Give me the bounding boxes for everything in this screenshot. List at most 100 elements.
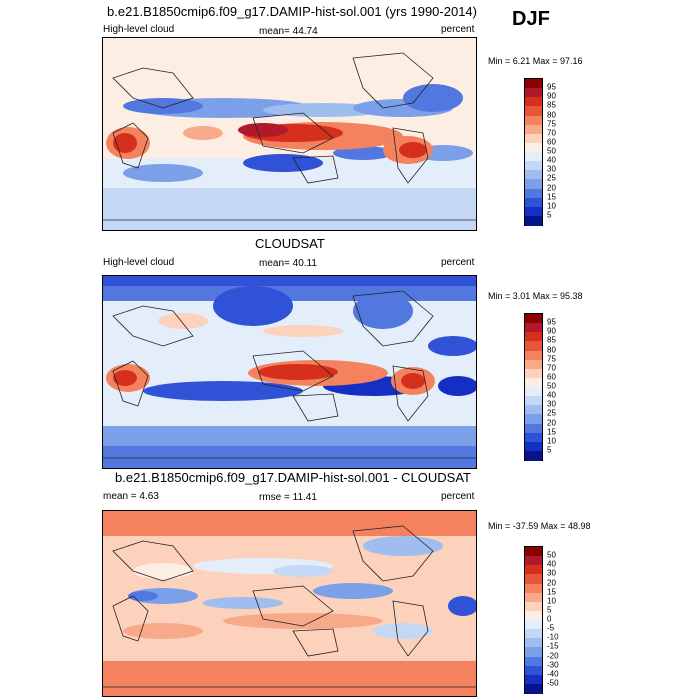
- colorbar-swatch: [525, 405, 542, 416]
- panel3-map: [102, 510, 477, 697]
- panel2-map: [102, 275, 477, 469]
- panel3-units-label: percent: [441, 491, 475, 502]
- colorbar-swatch: [525, 215, 542, 226]
- colorbar-tick-label: 40: [547, 155, 556, 165]
- colorbar-swatch: [525, 368, 542, 379]
- colorbar-swatch: [525, 152, 542, 162]
- colorbar-tick-label: -50: [547, 678, 559, 688]
- colorbar-swatch: [525, 97, 542, 108]
- panel2-minmax: Min = 3.01 Max = 95.38: [488, 291, 583, 301]
- colorbar-swatch: [525, 665, 542, 676]
- panel1-mean-label: mean= 44.74: [259, 26, 318, 37]
- panel1-minmax: Min = 6.21 Max = 97.16: [488, 56, 583, 66]
- colorbar-swatch: [525, 314, 542, 324]
- colorbar-swatch: [525, 142, 542, 153]
- colorbar-swatch: [525, 170, 542, 181]
- colorbar-tick-label: 25: [547, 173, 556, 183]
- colorbar-tick-label: 70: [547, 128, 556, 138]
- panel1-map: [102, 37, 477, 231]
- colorbar-swatch: [525, 414, 542, 425]
- colorbar-tick-label: 90: [547, 91, 556, 101]
- colorbar-tick-label: 90: [547, 326, 556, 336]
- colorbar-tick-label: 25: [547, 408, 556, 418]
- panel1-units-label: percent: [441, 24, 475, 35]
- panel1-title: b.e21.B1850cmip6.f09_g17.DAMIP-hist-sol.…: [107, 4, 477, 19]
- colorbar-swatch: [525, 441, 542, 452]
- colorbar-swatch: [525, 323, 542, 334]
- colorbar-swatch: [525, 638, 542, 649]
- colorbar-swatch: [525, 387, 542, 397]
- colorbar-swatch: [525, 396, 542, 407]
- colorbar-swatch: [525, 620, 542, 630]
- colorbar-tick-label: -15: [547, 641, 559, 651]
- colorbar-swatch: [525, 350, 542, 361]
- colorbar-tick-label: 10: [547, 596, 556, 606]
- colorbar-tick-label: 70: [547, 363, 556, 373]
- colorbar-tick-label: -40: [547, 669, 559, 679]
- colorbar-swatch: [525, 124, 542, 135]
- colorbar-swatch: [525, 683, 542, 694]
- colorbar-tick-label: 20: [547, 578, 556, 587]
- season-label: DJF: [512, 8, 550, 30]
- colorbar-swatch: [525, 106, 542, 117]
- colorbar-swatch: [525, 556, 542, 567]
- colorbar-swatch: [525, 565, 542, 576]
- colorbar-swatch: [525, 115, 542, 126]
- panel1-variable-label: High-level cloud: [103, 24, 175, 35]
- colorbar-tick-label: 15: [547, 587, 556, 597]
- colorbar-tick-label: 85: [547, 100, 556, 110]
- panel2-units-label: percent: [441, 257, 475, 268]
- panel2-map-svg: [103, 276, 476, 468]
- colorbar-tick-label: 30: [547, 399, 556, 409]
- colorbar-tick-label: 80: [547, 110, 556, 119]
- colorbar-swatch: [525, 79, 542, 89]
- colorbar-swatch: [525, 332, 542, 343]
- colorbar-tick-label: 10: [547, 201, 556, 211]
- colorbar-swatch: [525, 547, 542, 557]
- colorbar-swatch: [525, 674, 542, 685]
- panel3-title: b.e21.B1850cmip6.f09_g17.DAMIP-hist-sol.…: [115, 470, 471, 485]
- colorbar-swatch: [525, 133, 542, 144]
- colorbar-tick-label: 85: [547, 335, 556, 345]
- colorbar-tick-label: 95: [547, 317, 556, 327]
- colorbar-tick-label: 5: [547, 210, 552, 220]
- colorbar-swatch: [525, 574, 542, 585]
- colorbar-tick-label: 30: [547, 164, 556, 174]
- colorbar-tick-label: 0: [547, 614, 552, 624]
- colorbar-swatch: [525, 423, 542, 434]
- colorbar-tick-label: 75: [547, 354, 556, 364]
- colorbar-tick-label: 15: [547, 427, 556, 437]
- colorbar-tick-label: 40: [547, 390, 556, 400]
- colorbar-swatch: [525, 647, 542, 658]
- colorbar-tick-label: 5: [547, 445, 552, 455]
- colorbar-tick-label: 50: [547, 381, 556, 391]
- colorbar-tick-label: 5: [547, 605, 552, 615]
- colorbar-swatch: [525, 629, 542, 640]
- panel1-colorbar: [524, 78, 543, 226]
- colorbar-tick-label: 20: [547, 183, 556, 192]
- colorbar-tick-label: 60: [547, 372, 556, 382]
- colorbar-tick-label: -5: [547, 623, 555, 633]
- colorbar-tick-label: 50: [547, 146, 556, 156]
- colorbar-swatch: [525, 188, 542, 199]
- colorbar-swatch: [525, 656, 542, 667]
- colorbar-tick-label: 95: [547, 82, 556, 92]
- colorbar-swatch: [525, 592, 542, 603]
- panel3-map-svg: [103, 511, 476, 696]
- panel3-mean-label: mean = 4.63: [103, 491, 159, 502]
- colorbar-tick-label: 30: [547, 568, 556, 578]
- panel3-rmse-label: rmse = 11.41: [259, 492, 317, 503]
- panel2-title: CLOUDSAT: [255, 236, 325, 251]
- panel2-colorbar: [524, 313, 543, 461]
- colorbar-tick-label: 75: [547, 119, 556, 129]
- panel3-minmax: Min = -37.59 Max = 48.98: [488, 521, 591, 531]
- colorbar-tick-label: -10: [547, 632, 559, 642]
- panel1-map-svg: [103, 38, 476, 230]
- panel2-mean-label: mean= 40.11: [259, 258, 317, 269]
- colorbar-swatch: [525, 161, 542, 172]
- colorbar-tick-label: 10: [547, 436, 556, 446]
- colorbar-swatch: [525, 583, 542, 594]
- colorbar-swatch: [525, 450, 542, 461]
- colorbar-swatch: [525, 179, 542, 190]
- colorbar-swatch: [525, 197, 542, 208]
